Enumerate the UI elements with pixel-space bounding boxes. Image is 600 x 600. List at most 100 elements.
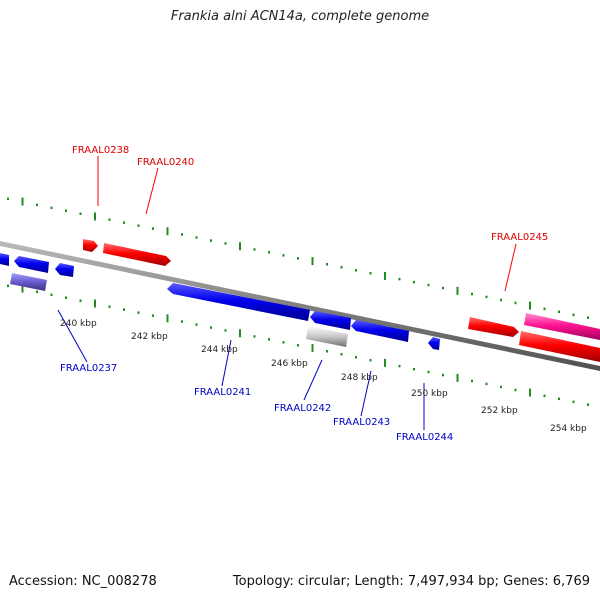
lower-minor-tick <box>398 364 401 368</box>
upper-minor-tick <box>442 286 444 290</box>
lower-tick-track <box>7 284 589 406</box>
gene-reverse-arrow-1[interactable] <box>14 256 49 273</box>
label-FRAAL0242: FRAAL0242 <box>274 403 331 414</box>
upper-minor-tick <box>65 209 67 212</box>
label-FRAAL0238: FRAAL0238 <box>72 145 129 156</box>
upper-major-tick <box>311 257 314 266</box>
lower-minor-tick <box>514 388 517 392</box>
lower-minor-tick <box>587 403 589 406</box>
upper-minor-tick <box>282 254 285 257</box>
lower-minor-tick <box>558 397 560 401</box>
scale-label-248kbp: 248 kbp <box>341 373 378 383</box>
callout-line-FRAAL0245 <box>504 243 517 292</box>
callout-line-FRAAL0242 <box>303 359 323 401</box>
upper-minor-tick <box>514 301 517 305</box>
upper-minor-tick <box>500 298 502 302</box>
lower-major-tick <box>94 299 96 308</box>
upper-minor-tick <box>50 206 53 210</box>
upper-minor-tick <box>123 221 125 224</box>
upper-major-tick <box>94 212 96 221</box>
gene-FRAAL0238-arrow[interactable] <box>83 239 98 252</box>
lower-minor-tick <box>253 335 256 338</box>
lower-minor-tick <box>500 385 502 389</box>
upper-minor-tick <box>485 295 488 299</box>
upper-minor-tick <box>572 313 575 317</box>
lower-minor-tick <box>427 370 430 374</box>
lower-minor-tick <box>36 290 38 294</box>
accession-text: Accession: NC_008278 <box>9 574 157 589</box>
lower-major-tick <box>456 373 459 382</box>
upper-minor-tick <box>7 197 9 201</box>
upper-minor-tick <box>210 239 212 242</box>
lower-minor-tick <box>7 284 9 288</box>
lower-minor-tick <box>355 356 357 359</box>
upper-minor-tick <box>543 307 546 311</box>
upper-minor-tick <box>181 233 183 236</box>
callout-line-FRAAL0240 <box>145 167 159 215</box>
gene-pseudo-box[interactable] <box>306 326 348 347</box>
lower-minor-tick <box>485 382 488 386</box>
lower-minor-tick <box>108 305 111 308</box>
upper-minor-tick <box>471 292 473 296</box>
scale-label-246kbp: 246 kbp <box>271 359 308 369</box>
lower-minor-tick <box>471 379 473 383</box>
gene-FRAAL0242-arrow[interactable] <box>310 311 351 330</box>
lower-minor-tick <box>369 359 372 362</box>
map-title: Frankia alni ACN14a, complete genome <box>170 9 430 24</box>
lower-minor-tick <box>326 350 328 353</box>
scale-label-242kbp: 242 kbp <box>131 332 168 342</box>
gene-forward-arrow-right[interactable] <box>519 331 600 362</box>
upper-major-tick <box>21 197 24 206</box>
scale-label-252kbp: 252 kbp <box>481 406 518 416</box>
upper-major-tick <box>529 301 531 310</box>
lower-minor-tick <box>79 299 82 302</box>
lower-major-tick <box>384 358 386 367</box>
gene-rna-arrow[interactable] <box>524 313 600 340</box>
lower-minor-tick <box>340 353 343 356</box>
lower-minor-tick <box>152 314 154 317</box>
label-FRAAL0237: FRAAL0237 <box>60 363 117 374</box>
upper-minor-tick <box>340 266 343 269</box>
upper-minor-tick <box>369 272 372 275</box>
gene-FRAAL0237-box[interactable] <box>10 273 47 291</box>
upper-minor-tick <box>36 203 38 207</box>
label-FRAAL0240: FRAAL0240 <box>137 157 194 168</box>
upper-minor-tick <box>152 227 154 230</box>
upper-minor-tick <box>224 242 227 245</box>
label-FRAAL0241: FRAAL0241 <box>194 387 251 398</box>
gene-FRAAL0241-arrow[interactable] <box>167 283 310 321</box>
lower-minor-tick <box>65 296 67 299</box>
gene-FRAAL0244-arrow[interactable] <box>428 337 440 350</box>
lower-minor-tick <box>210 326 212 329</box>
callout-line-FRAAL0237 <box>57 309 88 363</box>
topology-text: Topology: circular; Length: 7,497,934 bp… <box>232 574 590 589</box>
genome-backbone <box>0 241 600 371</box>
lower-minor-tick <box>442 373 444 377</box>
lower-minor-tick <box>224 329 227 332</box>
lower-major-tick <box>21 284 24 293</box>
upper-major-tick <box>239 242 241 251</box>
lower-minor-tick <box>268 338 270 341</box>
gene-FRAAL0243-arrow[interactable] <box>351 320 409 342</box>
upper-minor-tick <box>427 283 430 287</box>
upper-minor-tick <box>413 280 415 284</box>
lower-major-tick <box>239 329 241 338</box>
upper-minor-tick <box>558 310 560 314</box>
callout-line-FRAAL0243 <box>360 370 372 417</box>
scale-label-250kbp: 250 kbp <box>411 389 448 399</box>
lower-major-tick <box>311 344 314 353</box>
gene-reverse-arrow-2[interactable] <box>55 263 74 277</box>
upper-minor-tick <box>326 263 328 266</box>
gene-reverse-arrow-edge[interactable] <box>0 253 9 266</box>
gene-FRAAL0240-arrow[interactable] <box>103 243 171 266</box>
upper-minor-tick <box>137 224 140 227</box>
lower-minor-tick <box>195 323 198 326</box>
upper-minor-tick <box>79 212 82 215</box>
label-FRAAL0244: FRAAL0244 <box>396 432 453 443</box>
gene-FRAAL0245-arrow[interactable] <box>468 317 519 337</box>
upper-minor-tick <box>355 269 357 272</box>
scale-label-240kbp: 240 kbp <box>60 319 97 329</box>
upper-minor-tick <box>297 257 299 260</box>
lower-minor-tick <box>543 394 546 398</box>
